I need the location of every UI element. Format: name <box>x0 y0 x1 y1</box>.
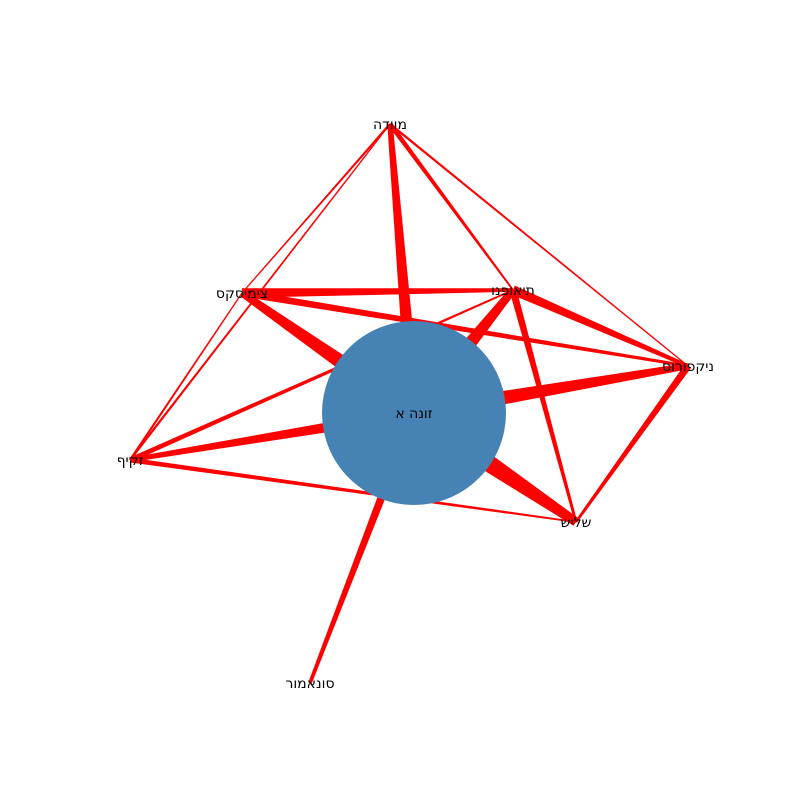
node-label-son: סונאמור <box>285 676 334 692</box>
edge-zek-tsim <box>129 292 243 461</box>
edge-muvad-tiaf <box>388 122 514 291</box>
edge-muvad-nik <box>389 123 689 367</box>
node-label-zek: זקיף <box>117 453 144 469</box>
edge-tsim-nik <box>241 289 689 368</box>
edge-nik-shal <box>574 363 691 523</box>
node-label-tiaf: תיאופנו <box>491 283 535 299</box>
labels-layer: זונה א מוודה צימיסקס תיאופנו ניקפורוס זקיף שלי… <box>117 117 714 692</box>
node-label-muvad: מוודה <box>373 117 407 133</box>
node-label-nik: ניקפורוס <box>662 359 714 375</box>
edge-zek-shal <box>129 457 577 523</box>
hub-node <box>322 321 506 505</box>
node-label-hub: זונה א <box>395 406 432 422</box>
nodes-layer <box>322 321 506 505</box>
edges-layer <box>129 122 691 684</box>
edge-tsim-tiaf <box>241 288 514 298</box>
edge-tiaf-nik <box>511 285 689 368</box>
edge-zek-muvad <box>129 123 391 461</box>
node-label-tsim: צימיסקס <box>216 286 268 302</box>
edge-muvad-tsim <box>241 123 391 294</box>
node-label-shal: שליש <box>561 515 592 531</box>
edge-tiaf-shal <box>509 289 578 523</box>
